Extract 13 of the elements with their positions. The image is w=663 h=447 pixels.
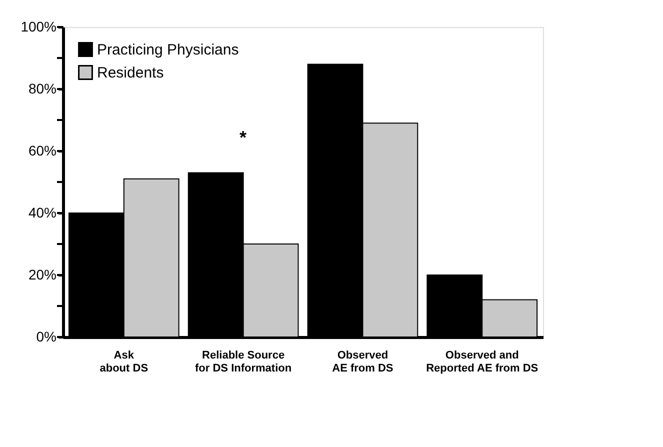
y-tick-label: 40% <box>28 204 56 220</box>
x-tick-label: Observed AE from DS <box>332 350 394 374</box>
y-tick-label: 100% <box>20 18 56 34</box>
y-tick-label: 20% <box>28 266 56 282</box>
y-tick-label: 0% <box>36 328 56 344</box>
legend-label: Residents <box>97 64 164 82</box>
y-tick-label: 80% <box>28 80 56 96</box>
y-tick-label: 60% <box>28 142 56 158</box>
x-tick-label: Observed and Reported AE from DS <box>426 350 538 374</box>
x-tick-label: Ask about DS <box>100 350 148 374</box>
annotation: * <box>239 128 247 148</box>
x-tick-label: Reliable Source for DS Information <box>195 350 292 374</box>
legend-label: Practicing Physicians <box>97 42 239 58</box>
